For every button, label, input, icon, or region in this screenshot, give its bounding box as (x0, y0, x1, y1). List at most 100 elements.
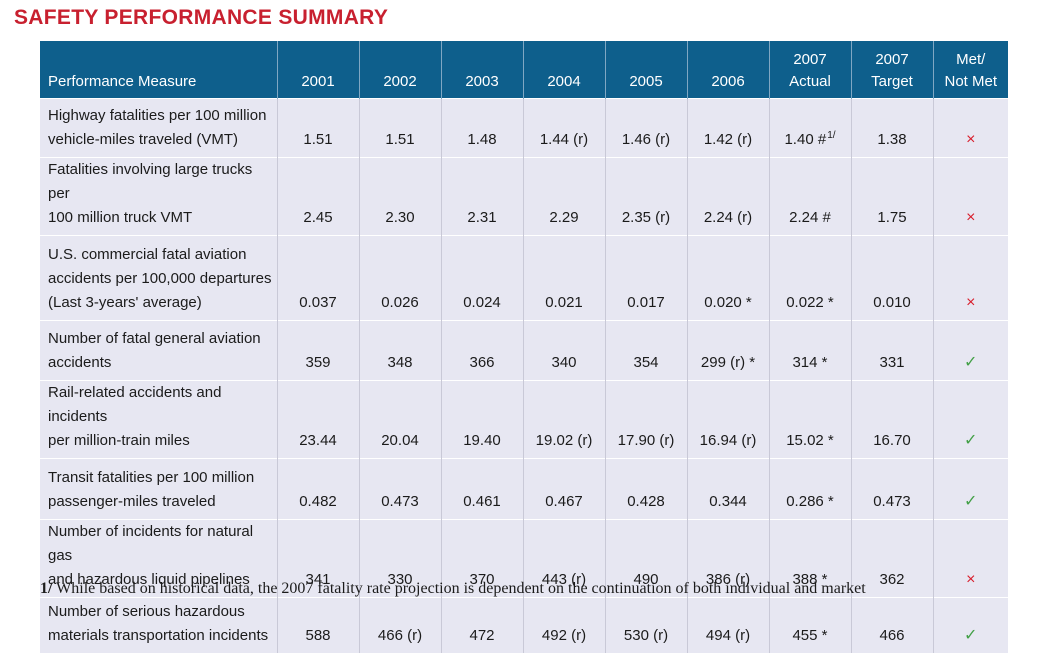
value-cell: 0.467 (523, 459, 605, 520)
column-header-5: 2005 (605, 41, 687, 99)
status-cell: ✓ (933, 321, 1008, 381)
column-header-1: 2001 (277, 41, 359, 99)
status-cell: × (933, 236, 1008, 321)
performance-measure-line: Fatalities involving large trucks per (48, 161, 252, 202)
value-cell: 366 (441, 321, 523, 381)
value-cell: 0.428 (605, 459, 687, 520)
value-cell: 2.24 (r) (687, 158, 769, 236)
check-mark-icon: ✓ (964, 493, 977, 510)
column-header-top-label: 2007 (856, 49, 929, 71)
value-cell: 1.51 (277, 99, 359, 158)
cell-value: 492 (r) (542, 627, 586, 644)
value-cell: 16.94 (r) (687, 381, 769, 459)
cell-value: 16.94 (r) (700, 432, 757, 449)
cell-value: 1.75 (877, 209, 906, 226)
column-header-3: 2003 (441, 41, 523, 99)
x-mark-icon: × (966, 131, 975, 148)
column-header-4: 2004 (523, 41, 605, 99)
value-cell: 0.344 (687, 459, 769, 520)
cell-value: 366 (469, 354, 494, 371)
column-header-label: 2002 (383, 73, 416, 90)
cell-value: 0.461 (463, 493, 501, 510)
cell-value: 354 (633, 354, 658, 371)
value-cell: 0.024 (441, 236, 523, 321)
check-mark-icon: ✓ (964, 627, 977, 644)
cell-value: 0.010 (873, 294, 911, 311)
value-cell: 20.04 (359, 381, 441, 459)
value-cell: 1.51 (359, 99, 441, 158)
value-cell: 0.026 (359, 236, 441, 321)
value-cell: 2.30 (359, 158, 441, 236)
value-cell: 0.473 (851, 459, 933, 520)
column-header-6: 2006 (687, 41, 769, 99)
column-header-label: Not Met (944, 73, 997, 90)
value-cell: 2.35 (r) (605, 158, 687, 236)
value-cell: 466 (851, 598, 933, 653)
value-cell: 23.44 (277, 381, 359, 459)
value-cell: 2.31 (441, 158, 523, 236)
cell-value: 17.90 (r) (618, 432, 675, 449)
performance-measure-line: accidents (48, 354, 111, 371)
value-cell: 17.90 (r) (605, 381, 687, 459)
value-cell: 0.037 (277, 236, 359, 321)
status-cell: ✓ (933, 459, 1008, 520)
performance-measure-line: Rail-related accidents and incidents (48, 384, 221, 425)
performance-measure-line: per million-train miles (48, 432, 190, 449)
value-cell: 0.022 * (769, 236, 851, 321)
cell-value: 299 (r) * (701, 354, 755, 371)
cell-value: 20.04 (381, 432, 419, 449)
value-cell: 299 (r) * (687, 321, 769, 381)
value-cell: 0.017 (605, 236, 687, 321)
cell-value: 19.40 (463, 432, 501, 449)
cell-value: 16.70 (873, 432, 911, 449)
cell-value: 0.473 (873, 493, 911, 510)
value-cell: 1.42 (r) (687, 99, 769, 158)
cell-value: 15.02 * (786, 432, 834, 449)
cell-value: 0.428 (627, 493, 665, 510)
cell-value: 0.022 * (786, 294, 834, 311)
cell-value: 1.40 # (784, 131, 826, 148)
column-header-top-label: Met/ (938, 49, 1005, 71)
value-cell: 359 (277, 321, 359, 381)
cell-value: 0.017 (627, 294, 665, 311)
value-cell: 0.021 (523, 236, 605, 321)
value-cell: 492 (r) (523, 598, 605, 653)
value-cell: 19.02 (r) (523, 381, 605, 459)
value-cell: 1.75 (851, 158, 933, 236)
performance-measure-line: passenger-miles traveled (48, 493, 216, 510)
cell-value: 0.286 * (786, 493, 834, 510)
column-header-2: 2002 (359, 41, 441, 99)
cell-value: 466 (879, 627, 904, 644)
cell-value: 348 (387, 354, 412, 371)
table-row: Rail-related accidents and incidents per … (40, 381, 1008, 459)
cell-value: 1.48 (467, 131, 496, 148)
cell-value: 472 (469, 627, 494, 644)
footnote-mark: 1/ (40, 580, 52, 597)
cell-value: 2.30 (385, 209, 414, 226)
page-title: SAFETY PERFORMANCE SUMMARY (14, 6, 388, 30)
footnote: 1/ While based on historical data, the 2… (40, 580, 1030, 598)
cell-value: 23.44 (299, 432, 337, 449)
performance-measure-cell: Rail-related accidents and incidents per … (40, 381, 277, 459)
cell-value: 1.44 (r) (540, 131, 588, 148)
value-cell: 19.40 (441, 381, 523, 459)
value-cell: 2.29 (523, 158, 605, 236)
cell-value: 0.021 (545, 294, 583, 311)
value-cell: 2.45 (277, 158, 359, 236)
cell-value: 2.24 # (789, 209, 831, 226)
value-cell: 1.48 (441, 99, 523, 158)
cell-value: 2.45 (303, 209, 332, 226)
value-cell: 1.44 (r) (523, 99, 605, 158)
value-cell: 16.70 (851, 381, 933, 459)
cell-value: 588 (305, 627, 330, 644)
value-cell: 472 (441, 598, 523, 653)
cell-value: 1.46 (r) (622, 131, 670, 148)
